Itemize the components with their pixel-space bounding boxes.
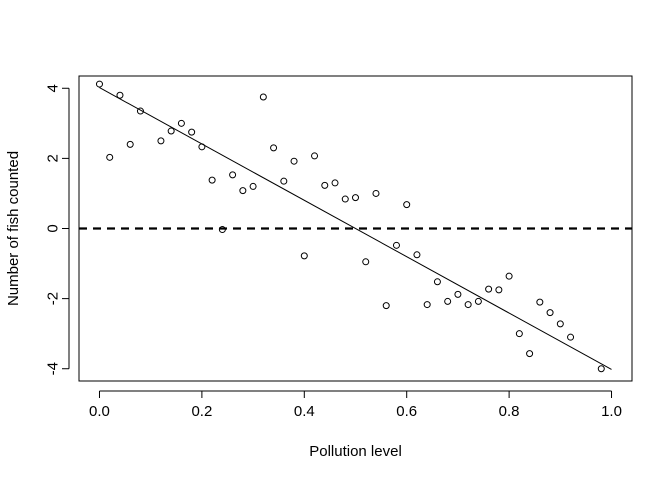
data-point — [382, 302, 390, 310]
data-point — [126, 140, 134, 148]
data-point — [454, 290, 462, 298]
y-axis: -4 -2 0 2 4 — [44, 84, 70, 375]
data-point — [290, 157, 298, 165]
data-point — [95, 80, 103, 88]
y-tick-label: 0 — [44, 224, 61, 232]
data-point — [474, 297, 482, 305]
data-point — [362, 258, 370, 266]
data-point — [526, 350, 534, 358]
data-point — [280, 177, 288, 185]
data-point — [136, 107, 144, 115]
data-point — [341, 195, 349, 203]
y-tick-label: 2 — [44, 154, 61, 162]
y-axis-title: Number of fish counted — [5, 151, 22, 306]
data-point — [423, 301, 431, 309]
data-point — [485, 285, 493, 293]
data-point — [311, 152, 319, 160]
data-point — [392, 241, 400, 249]
data-point — [433, 278, 441, 286]
data-point — [208, 176, 216, 184]
data-point — [218, 226, 226, 234]
data-point — [198, 143, 206, 151]
data-point — [372, 189, 380, 197]
data-point — [515, 330, 523, 338]
data-point — [321, 181, 329, 189]
data-point — [229, 171, 237, 179]
data-point — [106, 153, 114, 161]
data-point — [597, 365, 605, 373]
x-axis: 0.0 0.2 0.4 0.6 0.8 1.0 — [89, 390, 622, 420]
data-point — [270, 144, 278, 152]
data-point — [464, 301, 472, 309]
data-point — [177, 119, 185, 127]
fit-line — [99, 87, 612, 370]
data-point — [505, 272, 513, 280]
x-tick-label: 0.4 — [294, 403, 315, 420]
data-point — [116, 91, 124, 99]
data-point — [444, 297, 452, 305]
x-tick-label: 1.0 — [601, 403, 622, 420]
data-point — [556, 320, 564, 328]
data-point — [403, 201, 411, 209]
data-point — [331, 179, 339, 187]
y-tick-label: 4 — [44, 84, 61, 92]
data-point — [239, 187, 247, 195]
data-point — [249, 182, 257, 190]
data-point — [546, 309, 554, 317]
y-tick-label: -4 — [44, 362, 61, 375]
data-point — [259, 93, 267, 101]
x-tick-label: 0.2 — [191, 403, 212, 420]
data-point — [352, 194, 359, 202]
y-tick-label: -2 — [44, 292, 61, 305]
data-point — [300, 252, 308, 260]
data-point — [188, 128, 196, 136]
data-point — [413, 251, 421, 259]
x-tick-label: 0.6 — [396, 403, 417, 420]
x-axis-title: Pollution level — [309, 443, 402, 460]
data-point — [157, 137, 165, 145]
x-tick-label: 0.0 — [89, 403, 110, 420]
data-point — [495, 286, 503, 294]
data-point — [536, 298, 544, 306]
data-point — [167, 127, 175, 135]
x-tick-label: 0.8 — [499, 403, 520, 420]
data-point — [567, 333, 575, 341]
